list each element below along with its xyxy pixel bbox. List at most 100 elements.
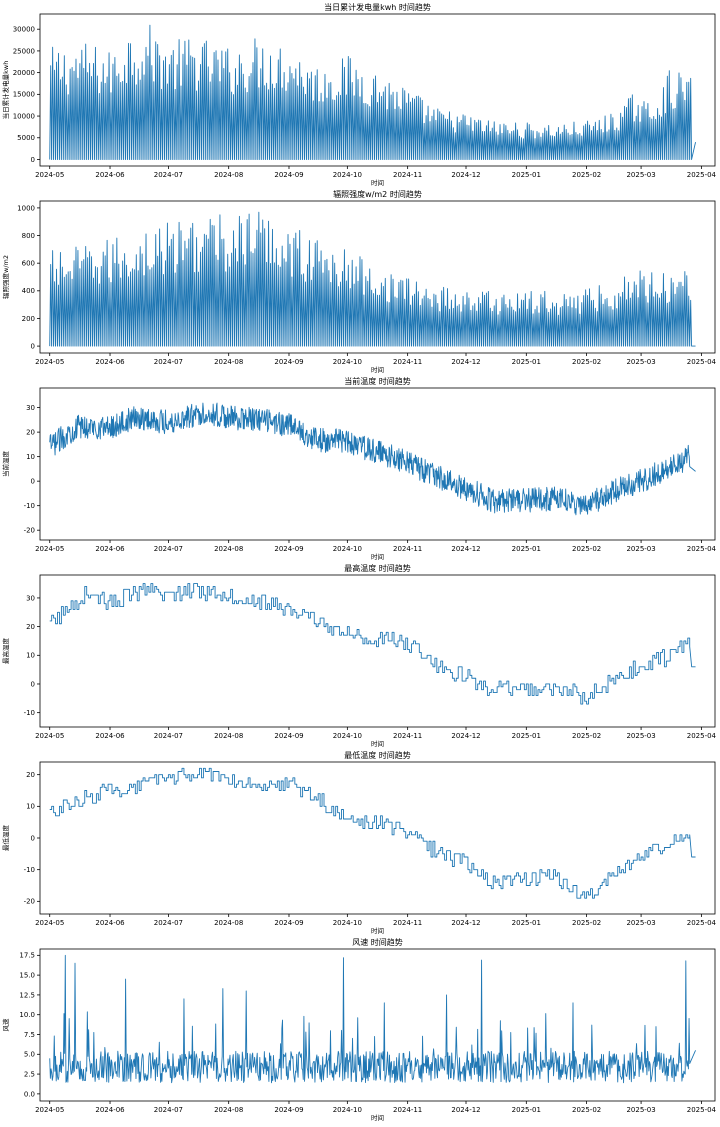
chart-title: 最低温度 时间趋势 xyxy=(344,750,411,760)
x-tick-label: 2024-09 xyxy=(274,171,303,179)
y-tick-label: 0 xyxy=(31,156,35,164)
x-tick-label: 2024-10 xyxy=(333,919,362,927)
chart-title: 当日累计发电量kwh 时间趋势 xyxy=(324,2,431,12)
x-tick-label: 2024-06 xyxy=(95,1106,125,1114)
y-tick-label: 20000 xyxy=(13,69,35,77)
x-tick-label: 2024-11 xyxy=(393,732,422,740)
y-tick-label: 15.0 xyxy=(19,972,35,980)
x-tick-label: 2025-01 xyxy=(512,919,541,927)
x-tick-label: 2025-04 xyxy=(687,919,717,927)
y-tick-label: 200 xyxy=(22,315,35,323)
x-tick-label: 2024-11 xyxy=(393,919,422,927)
series-line xyxy=(49,583,696,705)
chart-panel: 辐照强度w/m2 时间趋势 2024-05 2024-06 2024-07 2024-0… xyxy=(1,189,717,374)
plot-frame xyxy=(39,574,716,728)
x-tick-label: 2024-08 xyxy=(214,732,243,740)
x-tick-label: 2024-10 xyxy=(333,1106,362,1114)
y-tick-label: 12.5 xyxy=(19,991,35,999)
y-axis-label: 最高温度 xyxy=(1,638,10,665)
y-tick-label: 800 xyxy=(22,232,35,240)
x-tick-label: 2025-01 xyxy=(512,171,541,179)
x-axis-label: 时间 xyxy=(371,1113,384,1122)
y-tick-label: 5000 xyxy=(17,134,35,142)
x-tick-label: 2024-07 xyxy=(154,358,183,366)
x-tick-label: 2025-04 xyxy=(687,358,717,366)
x-tick-label: 2024-07 xyxy=(154,1106,183,1114)
series-line xyxy=(49,24,696,160)
y-tick-label: 10 xyxy=(26,803,35,811)
x-tick-label: 2025-01 xyxy=(512,1106,541,1114)
x-tick-label: 2024-11 xyxy=(393,358,422,366)
x-tick-label: 2025-04 xyxy=(687,732,717,740)
x-tick-label: 2025-01 xyxy=(512,358,541,366)
series-line xyxy=(49,767,696,899)
y-tick-label: 10 xyxy=(26,453,35,461)
y-tick-label: 0 xyxy=(31,478,35,486)
y-tick-label: 0 xyxy=(31,342,35,350)
x-tick-label: 2024-10 xyxy=(333,732,362,740)
x-tick-label: 2024-09 xyxy=(274,919,303,927)
chart-title: 辐照强度w/m2 时间趋势 xyxy=(333,189,422,199)
x-tick-label: 2024-08 xyxy=(214,919,243,927)
x-tick-label: 2024-12 xyxy=(451,1106,480,1114)
x-tick-label: 2024-07 xyxy=(154,732,183,740)
y-tick-label: 5.0 xyxy=(24,1051,35,1059)
x-tick-label: 2024-05 xyxy=(35,171,64,179)
y-axis-label: 辐照强度w/m2 xyxy=(1,255,10,299)
y-tick-label: 2.5 xyxy=(24,1070,35,1078)
x-axis-label: 时间 xyxy=(371,739,384,748)
x-tick-label: 2025-02 xyxy=(572,545,601,553)
y-tick-label: 600 xyxy=(22,260,35,268)
plot-frame xyxy=(39,13,716,167)
x-tick-label: 2024-12 xyxy=(451,171,480,179)
x-tick-label: 2024-08 xyxy=(214,171,243,179)
y-tick-label: 400 xyxy=(22,287,35,295)
x-tick-label: 2025-02 xyxy=(572,1106,601,1114)
x-tick-label: 2025-03 xyxy=(626,358,655,366)
y-tick-label: 10.0 xyxy=(19,1011,35,1019)
y-tick-label: 30 xyxy=(26,404,35,412)
x-tick-label: 2024-05 xyxy=(35,1106,64,1114)
y-tick-label: 0 xyxy=(31,834,35,842)
x-tick-label: 2024-12 xyxy=(451,919,480,927)
y-tick-label: -10 xyxy=(24,866,35,874)
series-line xyxy=(49,402,696,516)
x-tick-label: 2024-06 xyxy=(95,358,125,366)
x-tick-label: 2025-04 xyxy=(687,171,717,179)
x-axis-label: 时间 xyxy=(371,552,384,561)
x-tick-label: 2024-08 xyxy=(214,545,243,553)
x-tick-label: 2025-03 xyxy=(626,171,655,179)
x-tick-label: 2024-12 xyxy=(451,358,480,366)
y-tick-label: 30000 xyxy=(13,26,35,34)
x-tick-label: 2024-07 xyxy=(154,919,183,927)
x-tick-label: 2025-02 xyxy=(572,358,601,366)
x-tick-label: 2025-03 xyxy=(626,919,655,927)
y-tick-label: 25000 xyxy=(13,47,35,55)
x-tick-label: 2024-08 xyxy=(214,1106,243,1114)
x-tick-label: 2025-01 xyxy=(512,732,541,740)
x-tick-label: 2024-09 xyxy=(274,732,303,740)
y-tick-label: -20 xyxy=(24,527,35,535)
x-tick-label: 2025-02 xyxy=(572,171,601,179)
x-tick-label: 2024-11 xyxy=(393,171,422,179)
y-tick-label: 20 xyxy=(26,429,35,437)
x-tick-label: 2024-06 xyxy=(95,919,125,927)
x-tick-label: 2024-06 xyxy=(95,545,125,553)
x-axis-label: 时间 xyxy=(371,178,384,187)
x-tick-label: 2025-03 xyxy=(626,732,655,740)
x-tick-label: 2024-05 xyxy=(35,358,64,366)
y-axis-label: 风速 xyxy=(2,1018,10,1032)
x-axis-label: 时间 xyxy=(371,365,384,374)
y-axis-label: 当前温度 xyxy=(1,451,10,478)
y-tick-label: 15000 xyxy=(13,91,35,99)
x-tick-label: 2024-11 xyxy=(393,1106,422,1114)
x-axis-label: 时间 xyxy=(371,926,384,935)
y-tick-label: 30 xyxy=(26,594,35,602)
x-tick-label: 2024-09 xyxy=(274,545,303,553)
x-tick-label: 2025-02 xyxy=(572,919,601,927)
x-tick-label: 2024-12 xyxy=(451,732,480,740)
